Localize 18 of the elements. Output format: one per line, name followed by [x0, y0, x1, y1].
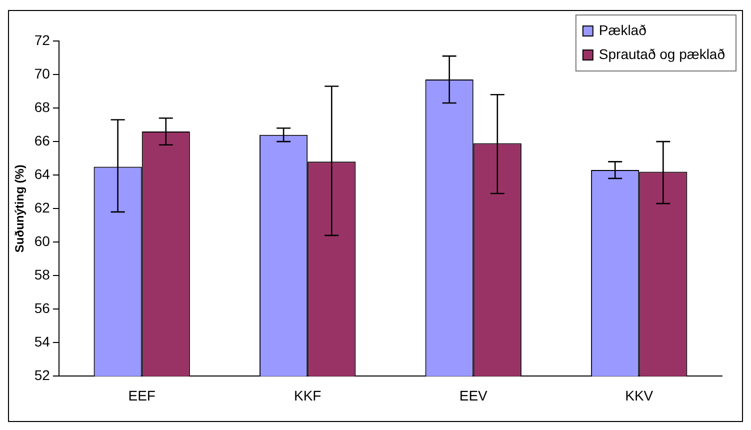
y-tick-label: 72	[34, 32, 50, 48]
y-tick-label: 52	[34, 367, 50, 384]
legend-label: Sprautað og pæklað	[598, 46, 726, 62]
x-tick-label: KKV	[625, 387, 654, 404]
legend-label: Pæklað	[598, 22, 647, 38]
y-tick-label: 54	[34, 334, 50, 350]
y-tick-label: 60	[34, 232, 50, 249]
y-tick-label: 64	[34, 166, 50, 182]
y-tick-label: 56	[34, 300, 50, 316]
y-tick-label: 66	[34, 132, 50, 148]
y-tick-label: 58	[34, 266, 50, 282]
y-tick-label: 68	[34, 98, 50, 115]
y-axis-title: Suðunýting (%)	[12, 164, 27, 253]
y-tick-label: 70	[34, 65, 50, 82]
x-tick-label: KKF	[294, 387, 322, 404]
x-tick-label: EEV	[459, 387, 488, 404]
y-tick-label: 62	[34, 199, 50, 216]
x-tick-label: EEF	[128, 387, 156, 404]
